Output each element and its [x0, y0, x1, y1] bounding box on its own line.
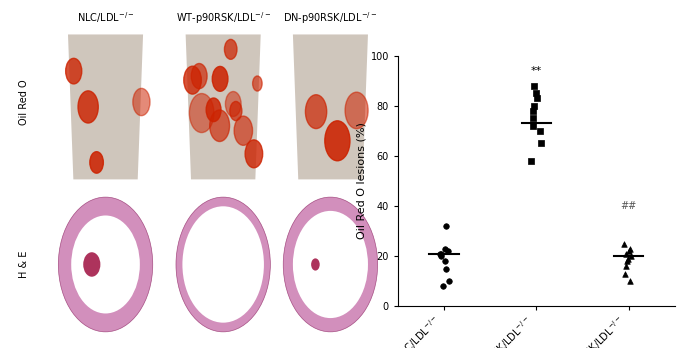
Point [527, 108, 538, 113]
Circle shape [226, 92, 241, 117]
Circle shape [66, 58, 82, 84]
Circle shape [345, 92, 368, 129]
Circle shape [58, 197, 153, 332]
Point [434, 251, 445, 256]
Circle shape [191, 63, 207, 89]
Point [439, 246, 450, 251]
Point [621, 263, 632, 269]
Circle shape [71, 215, 140, 314]
Polygon shape [293, 34, 368, 180]
Point [621, 258, 632, 264]
Point [534, 128, 545, 134]
Circle shape [206, 98, 221, 121]
Circle shape [176, 197, 271, 332]
Circle shape [234, 116, 253, 145]
Circle shape [283, 197, 378, 332]
Circle shape [311, 258, 320, 271]
Circle shape [230, 101, 242, 121]
Point [531, 95, 542, 101]
Circle shape [133, 88, 150, 116]
Circle shape [224, 39, 237, 59]
Text: Oil Red O: Oil Red O [19, 80, 29, 126]
Point [536, 141, 547, 146]
Circle shape [245, 140, 263, 168]
Circle shape [83, 252, 100, 277]
Circle shape [253, 76, 262, 91]
Circle shape [90, 152, 103, 173]
Circle shape [293, 211, 368, 318]
Circle shape [78, 91, 98, 123]
Point [437, 283, 448, 289]
Circle shape [212, 66, 228, 91]
Point [528, 123, 539, 129]
Circle shape [183, 206, 264, 323]
Point [529, 103, 540, 109]
Point [619, 241, 630, 246]
Point [527, 116, 538, 121]
Point [623, 248, 635, 254]
Point [624, 278, 635, 284]
Text: WT-p90RSK/LDL$^{-/-}$: WT-p90RSK/LDL$^{-/-}$ [176, 10, 271, 26]
Circle shape [210, 110, 230, 142]
Point [442, 248, 453, 254]
Circle shape [190, 94, 214, 133]
Point [435, 251, 446, 256]
Point [443, 278, 454, 284]
Point [526, 158, 537, 164]
Point [619, 271, 630, 276]
Point [620, 251, 631, 256]
Circle shape [325, 121, 350, 161]
Polygon shape [68, 34, 143, 180]
Y-axis label: Oil Red O lesions (%): Oil Red O lesions (%) [356, 122, 366, 239]
Point [623, 256, 634, 261]
Circle shape [305, 95, 327, 129]
Point [435, 253, 446, 259]
Point [626, 253, 637, 259]
Point [439, 258, 450, 264]
Text: ##: ## [621, 201, 637, 211]
Text: DN-p90RSK/LDL$^{-/-}$: DN-p90RSK/LDL$^{-/-}$ [283, 10, 378, 26]
Text: **: ** [531, 66, 542, 76]
Point [441, 266, 452, 271]
Text: NLC/LDL$^{-/-}$: NLC/LDL$^{-/-}$ [77, 10, 134, 25]
Point [441, 223, 452, 229]
Polygon shape [185, 34, 261, 180]
Circle shape [184, 66, 201, 94]
Text: H & E: H & E [19, 251, 29, 278]
Point [530, 90, 541, 96]
Point [529, 83, 540, 88]
Point [624, 246, 635, 251]
